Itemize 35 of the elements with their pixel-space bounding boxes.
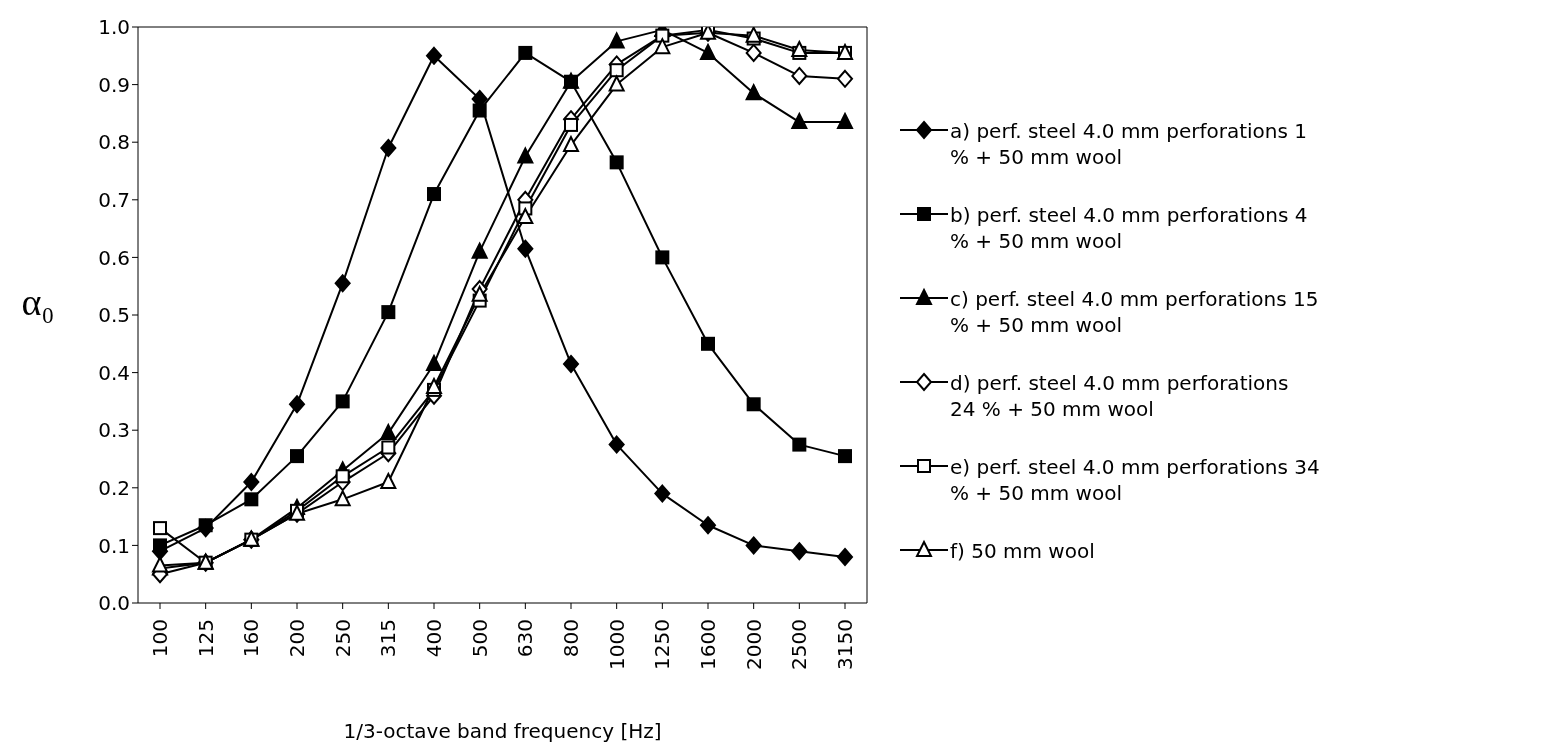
y-tick-label: 0.0 <box>98 591 130 616</box>
x-tick-label: 2500 <box>787 619 812 670</box>
legend-label: d) perf. steel 4.0 mm perforations 24 % + 50 mm wool <box>950 370 1290 422</box>
y-tick-label: 0.6 <box>98 245 130 270</box>
legend-label: e) perf. steel 4.0 mm perforations 34 % + 50 mm wool <box>950 454 1320 506</box>
y-axis-title: α₀ <box>21 281 55 323</box>
x-tick-label: 630 <box>513 619 538 658</box>
legend-label: c) perf. steel 4.0 mm perforations 15 % + 50 mm wool <box>950 286 1320 338</box>
x-tick-label: 3150 <box>833 619 857 670</box>
x-tick-label: 2000 <box>741 619 766 670</box>
x-tick-label: 1600 <box>696 619 720 670</box>
x-tick-label: 1250 <box>650 619 675 670</box>
x-tick-label: 160 <box>239 619 264 658</box>
legend-label: f) 50 mm wool <box>950 538 1096 564</box>
y-tick-label: 0.5 <box>98 303 130 328</box>
x-tick-label: 315 <box>376 619 401 658</box>
x-tick-label: 400 <box>422 619 446 658</box>
y-tick-label: 0.4 <box>98 360 130 385</box>
y-tick-label: 0.8 <box>98 130 130 155</box>
x-tick-label: 1000 <box>604 619 629 670</box>
legend-label: a) perf. steel 4.0 mm perforations 1 % + 50 mm wool <box>950 118 1308 170</box>
x-axis-title: 1/3-octave band frequency [Hz] <box>343 719 662 743</box>
x-tick-label: 100 <box>148 619 172 658</box>
x-tick-label: 125 <box>193 619 218 658</box>
y-tick-label: 1.0 <box>98 15 130 40</box>
legend-label: b) perf. steel 4.0 mm perforations 4 % + 50 mm wool <box>950 202 1309 254</box>
y-tick-label: 0.9 <box>98 72 130 97</box>
x-tick-label: 250 <box>330 619 355 658</box>
y-tick-label: 0.3 <box>98 418 130 443</box>
y-tick-label: 0.2 <box>98 475 130 500</box>
x-tick-label: 500 <box>467 619 492 658</box>
x-tick-label: 800 <box>559 619 583 658</box>
y-tick-label: 0.7 <box>98 187 130 212</box>
x-tick-label: 200 <box>285 619 309 658</box>
y-tick-label: 0.1 <box>98 533 130 558</box>
